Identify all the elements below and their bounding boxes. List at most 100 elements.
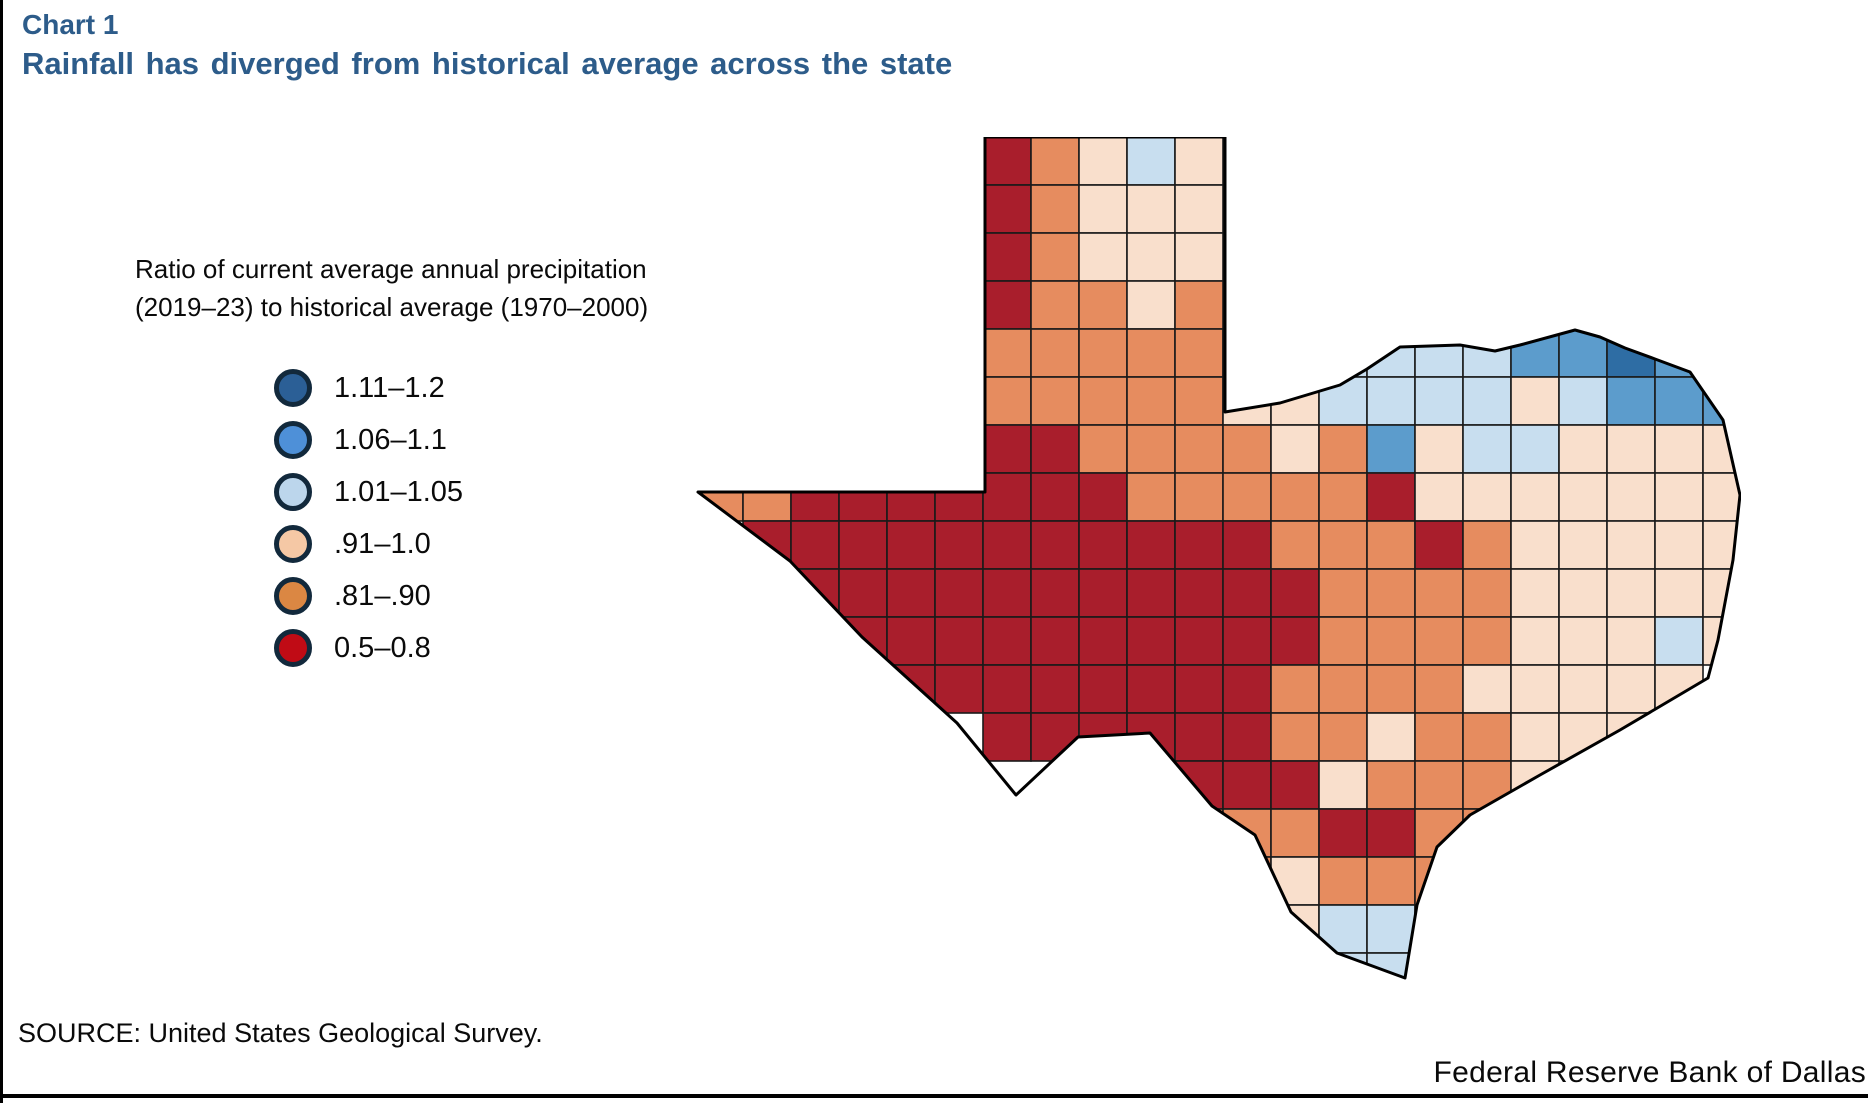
- legend-item: 1.01–1.05: [274, 466, 463, 518]
- county-cell: [1558, 568, 1608, 618]
- county-cell: [1030, 520, 1080, 570]
- county-cell: [1414, 808, 1464, 858]
- chart-number: Chart 1: [22, 9, 119, 40]
- county-cell: [1318, 568, 1368, 618]
- county-cell: [790, 472, 840, 522]
- county-cell: [1462, 712, 1512, 762]
- county-cell: [1126, 760, 1176, 810]
- county-cell: [1078, 424, 1128, 474]
- county-cell: [1414, 712, 1464, 762]
- county-cell: [1078, 616, 1128, 666]
- county-cell: [982, 520, 1032, 570]
- county-cell: [1366, 760, 1416, 810]
- legend-item: .81–.90: [274, 570, 463, 622]
- legend-caption: Ratio of current average annual precipit…: [135, 250, 648, 326]
- county-cell: [1126, 568, 1176, 618]
- county-cell: [1270, 952, 1320, 978]
- county-cell: [1078, 280, 1128, 330]
- county-cell: [838, 616, 888, 666]
- county-cell: [1462, 424, 1512, 474]
- county-cell: [1078, 184, 1128, 234]
- county-cell: [1558, 616, 1608, 666]
- county-cell: [1654, 328, 1704, 378]
- county-cell: [1174, 376, 1224, 426]
- legend-swatch-icon: [274, 525, 312, 563]
- county-cell: [1654, 424, 1704, 474]
- county-cell: [1606, 328, 1656, 378]
- county-cell: [1654, 568, 1704, 618]
- county-cell: [982, 280, 1032, 330]
- county-cell: [1222, 712, 1272, 762]
- county-cell: [1606, 424, 1656, 474]
- county-cell: [1174, 808, 1224, 858]
- county-cell: [1222, 568, 1272, 618]
- county-cell: [1126, 376, 1176, 426]
- legend-item-label: .81–.90: [334, 579, 431, 612]
- county-cell: [886, 664, 936, 714]
- county-cell: [1366, 568, 1416, 618]
- publisher-footer: Federal Reserve Bank of Dallas: [1433, 1056, 1866, 1089]
- county-cell: [934, 472, 984, 522]
- county-cell: [1222, 520, 1272, 570]
- county-cell: [1366, 904, 1416, 954]
- legend-caption-line1: Ratio of current average annual precipit…: [135, 254, 647, 284]
- county-cell: [1174, 520, 1224, 570]
- county-cell: [1414, 520, 1464, 570]
- county-cell: [1030, 137, 1080, 186]
- county-cell: [1414, 664, 1464, 714]
- county-cell: [1414, 856, 1464, 906]
- county-cell: [1078, 328, 1128, 378]
- county-cell: [1222, 472, 1272, 522]
- county-cell: [1222, 760, 1272, 810]
- county-cell: [1510, 376, 1560, 426]
- county-cell: [1078, 376, 1128, 426]
- county-cell: [1414, 760, 1464, 810]
- county-cell: [982, 184, 1032, 234]
- legend-item: 1.06–1.1: [274, 414, 463, 466]
- county-cell: [1078, 760, 1128, 810]
- county-cell: [1270, 424, 1320, 474]
- county-cell: [1558, 664, 1608, 714]
- county-cell: [1510, 712, 1560, 762]
- county-cell: [1462, 568, 1512, 618]
- county-cell: [1606, 664, 1656, 714]
- county-cell: [1462, 376, 1512, 426]
- county-cell: [1510, 472, 1560, 522]
- county-cell: [1654, 472, 1704, 522]
- county-cell: [790, 568, 840, 618]
- county-cell: [1414, 904, 1464, 954]
- county-cell: [1270, 808, 1320, 858]
- county-cell: [886, 472, 936, 522]
- county-cell: [1030, 184, 1080, 234]
- county-cell: [1174, 328, 1224, 378]
- county-cell: [1270, 472, 1320, 522]
- county-cell: [1030, 568, 1080, 618]
- county-cell: [1126, 137, 1176, 186]
- county-cell: [838, 472, 888, 522]
- county-cell: [1414, 328, 1464, 378]
- county-cell: [1126, 664, 1176, 714]
- county-cell: [1270, 568, 1320, 618]
- county-cell: [886, 616, 936, 666]
- county-cell: [1414, 472, 1464, 522]
- county-cell: [1078, 472, 1128, 522]
- county-cell: [1174, 760, 1224, 810]
- county-cell: [1030, 376, 1080, 426]
- county-cell: [1270, 616, 1320, 666]
- county-cell: [982, 137, 1032, 186]
- county-cell: [982, 328, 1032, 378]
- county-cell: [742, 568, 792, 618]
- legend-item: 0.5–0.8: [274, 622, 463, 674]
- county-cell: [1222, 808, 1272, 858]
- legend-item-label: 1.11–1.2: [334, 371, 445, 404]
- county-cell: [1558, 472, 1608, 522]
- county-cell: [1270, 664, 1320, 714]
- county-cell: [1126, 520, 1176, 570]
- legend-item-label: 1.01–1.05: [334, 475, 464, 508]
- county-cell: [934, 664, 984, 714]
- county-cell: [1270, 328, 1320, 378]
- county-cell: [1318, 808, 1368, 858]
- county-cell: [1030, 472, 1080, 522]
- county-cell: [1174, 856, 1224, 906]
